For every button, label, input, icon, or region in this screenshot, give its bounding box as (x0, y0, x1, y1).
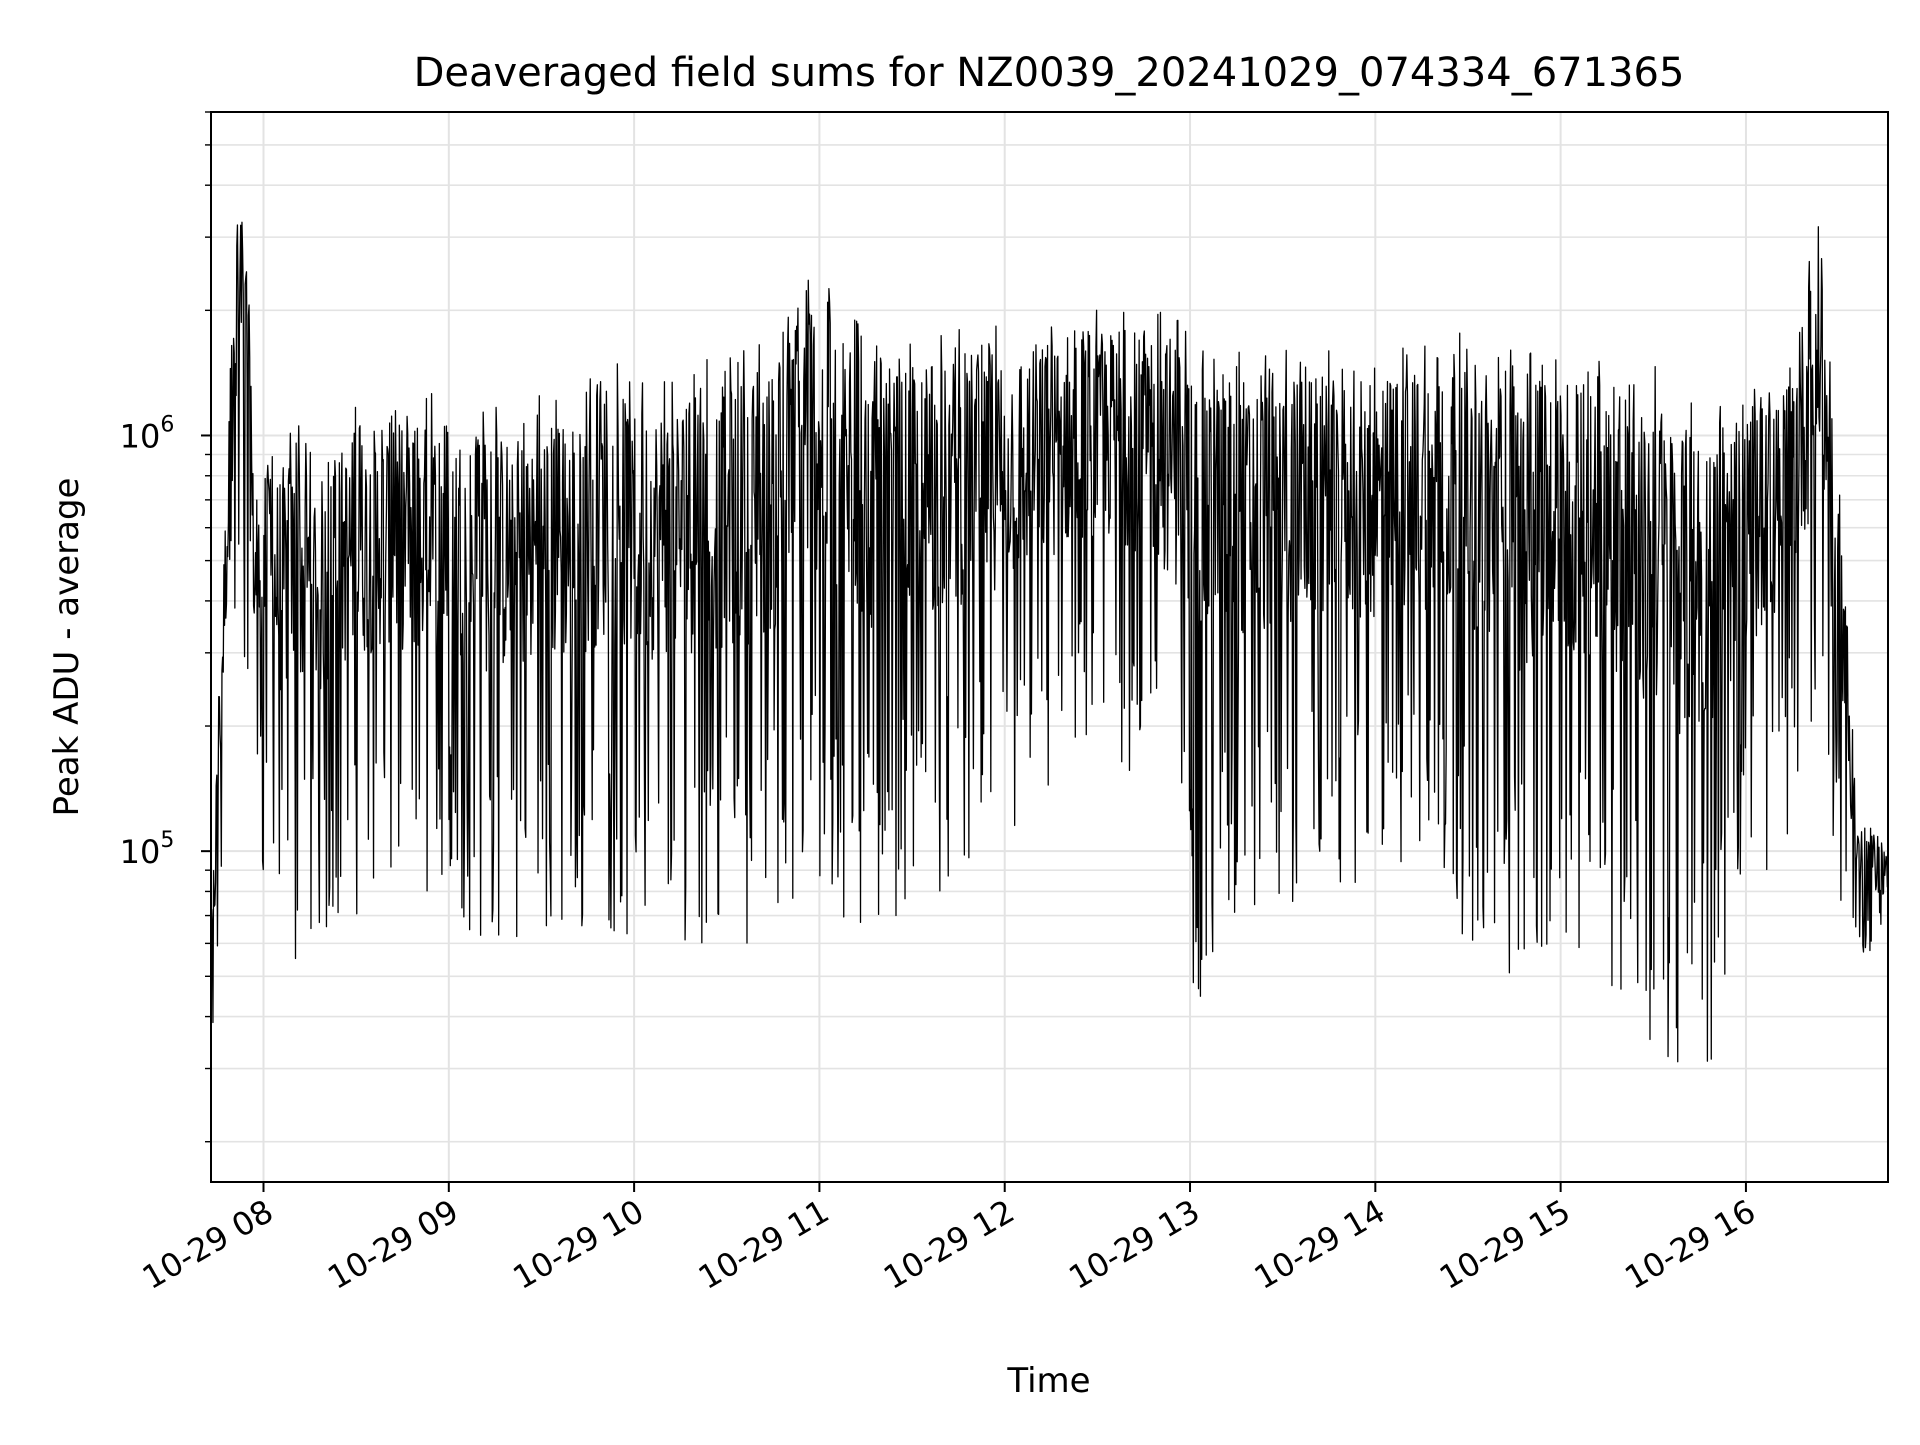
series-line (210, 221, 1889, 1063)
y-tick-label: 105 (120, 828, 175, 871)
y-tick-exponent: 6 (160, 412, 174, 437)
series-layer (210, 221, 1889, 1063)
y-tick-base: 10 (120, 833, 161, 871)
y-tick-base: 10 (120, 417, 161, 455)
x-axis-label: Time (1006, 1361, 1090, 1401)
y-tick-exponent: 5 (160, 828, 174, 853)
y-axis-label: Peak ADU - average (47, 478, 87, 817)
plot-frame (210, 111, 1889, 1183)
y-tick-label: 106 (120, 412, 175, 455)
chart-title: Deaveraged field sums for NZ0039_2024102… (414, 50, 1685, 96)
